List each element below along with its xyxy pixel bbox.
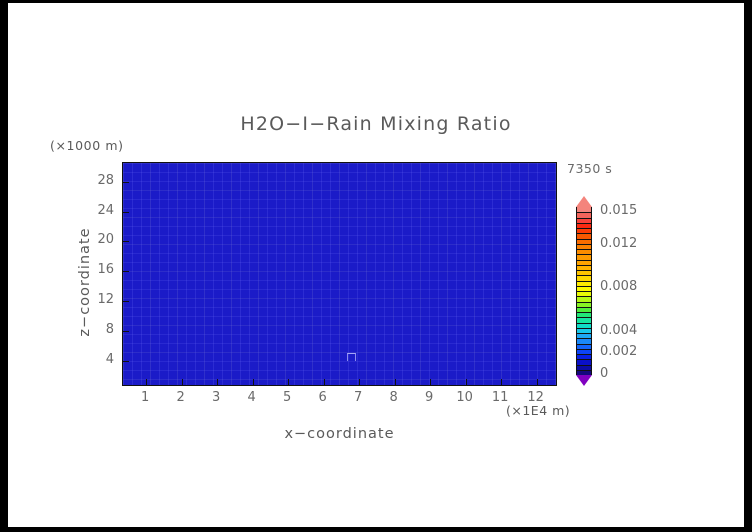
x-tick-mark <box>359 379 361 385</box>
y-tick-mark <box>123 211 129 213</box>
x-tick-label: 8 <box>389 390 398 405</box>
y-tick-label: 16 <box>97 262 114 278</box>
colorbar-band <box>577 259 591 265</box>
colorbar-band <box>577 369 591 375</box>
colorbar-band <box>577 317 591 323</box>
x-tick-mark <box>394 379 396 385</box>
contour-artifact-marker <box>347 353 356 361</box>
colorbar-tick-label: 0 <box>600 366 609 381</box>
x-tick-mark <box>430 379 432 385</box>
colorbar-band <box>577 312 591 318</box>
x-tick-mark <box>288 379 290 385</box>
colorbar-band <box>577 301 591 307</box>
y-axis-unit-label: (×1000 m) <box>50 138 124 153</box>
x-tick-mark <box>323 379 325 385</box>
colorbar-band <box>577 285 591 291</box>
colorbar-tick-label: 0.015 <box>600 203 638 219</box>
colorbar-tick-label: 0.008 <box>600 279 638 295</box>
colorbar-band <box>577 359 591 365</box>
x-tick-label: 10 <box>456 390 473 405</box>
colorbar-band <box>577 207 591 213</box>
colorbar-band <box>577 264 591 270</box>
y-tick-label: 24 <box>97 202 114 218</box>
x-tick-mark <box>181 379 183 385</box>
colorbar-band <box>577 217 591 223</box>
colorbar[interactable]: 0.015 0.012 0.008 0.004 0.002 0 <box>576 196 696 396</box>
colorbar-band <box>577 343 591 349</box>
y-tick-label: 28 <box>97 172 114 188</box>
colorbar-band <box>577 243 591 249</box>
x-tick-label: 3 <box>211 390 221 405</box>
grid-cell-mesh <box>123 163 556 385</box>
x-tick-mark <box>217 379 219 385</box>
y-tick-mark <box>123 181 129 183</box>
x-tick-mark <box>536 379 538 385</box>
timestamp-label: 7350 s <box>567 161 613 176</box>
y-tick-mark <box>123 301 129 303</box>
colorbar-band <box>577 280 591 286</box>
colorbar-band <box>577 348 591 354</box>
y-tick-label: 8 <box>105 322 114 337</box>
x-tick-label: 5 <box>282 390 292 405</box>
x-tick-mark <box>146 379 148 385</box>
colorbar-band <box>577 364 591 370</box>
colorbar-underflow-arrow-icon <box>576 375 592 386</box>
x-tick-label: 2 <box>176 390 185 405</box>
y-tick-label: 4 <box>105 351 114 367</box>
colorbar-band <box>577 233 591 239</box>
y-tick-mark <box>123 360 129 362</box>
colorbar-band <box>577 228 591 234</box>
contour-plot-area[interactable] <box>122 162 557 386</box>
colorbar-tick-label: 0.004 <box>600 322 638 338</box>
colorbar-bands <box>576 207 592 375</box>
y-tick-label: 12 <box>97 292 114 308</box>
colorbar-band <box>577 333 591 339</box>
colorbar-band <box>577 322 591 328</box>
x-axis-unit-label: (×1E4 m) <box>506 403 571 418</box>
colorbar-band <box>577 338 591 344</box>
x-tick-mark <box>501 379 503 385</box>
colorbar-band <box>577 291 591 297</box>
y-tick-mark <box>123 331 129 332</box>
colorbar-band <box>577 296 591 302</box>
x-tick-label: 11 <box>491 390 509 405</box>
x-tick-label: 1 <box>140 390 150 405</box>
x-tick-label: 12 <box>527 390 544 405</box>
colorbar-overflow-arrow-icon <box>576 196 592 207</box>
colorbar-band <box>577 238 591 244</box>
x-tick-label: 9 <box>425 390 434 405</box>
colorbar-band <box>577 249 591 255</box>
colorbar-band <box>577 306 591 312</box>
colorbar-band <box>577 222 591 228</box>
colorbar-band <box>577 354 591 360</box>
y-tick-label: 20 <box>97 232 114 248</box>
x-tick-mark <box>252 379 254 385</box>
plot-canvas: H2O−I−Rain Mixing Ratio (×1000 m) 7350 s… <box>8 3 744 527</box>
colorbar-band <box>577 254 591 260</box>
colorbar-tick-label: 0.012 <box>600 235 638 251</box>
x-tick-mark <box>465 379 467 385</box>
x-tick-label: 7 <box>354 390 363 405</box>
page-title: H2O−I−Rain Mixing Ratio <box>240 113 512 135</box>
colorbar-tick-label: 0.002 <box>600 344 638 360</box>
x-axis-title: x−coordinate <box>284 426 395 442</box>
y-tick-mark <box>123 241 129 243</box>
colorbar-band <box>577 212 591 218</box>
colorbar-band <box>577 327 591 333</box>
x-tick-label: 4 <box>247 390 256 405</box>
colorbar-band <box>577 275 591 281</box>
y-tick-mark <box>123 271 129 273</box>
colorbar-band <box>577 270 591 276</box>
y-axis-title: z−coordinate <box>77 227 93 337</box>
x-tick-label: 6 <box>318 390 327 405</box>
